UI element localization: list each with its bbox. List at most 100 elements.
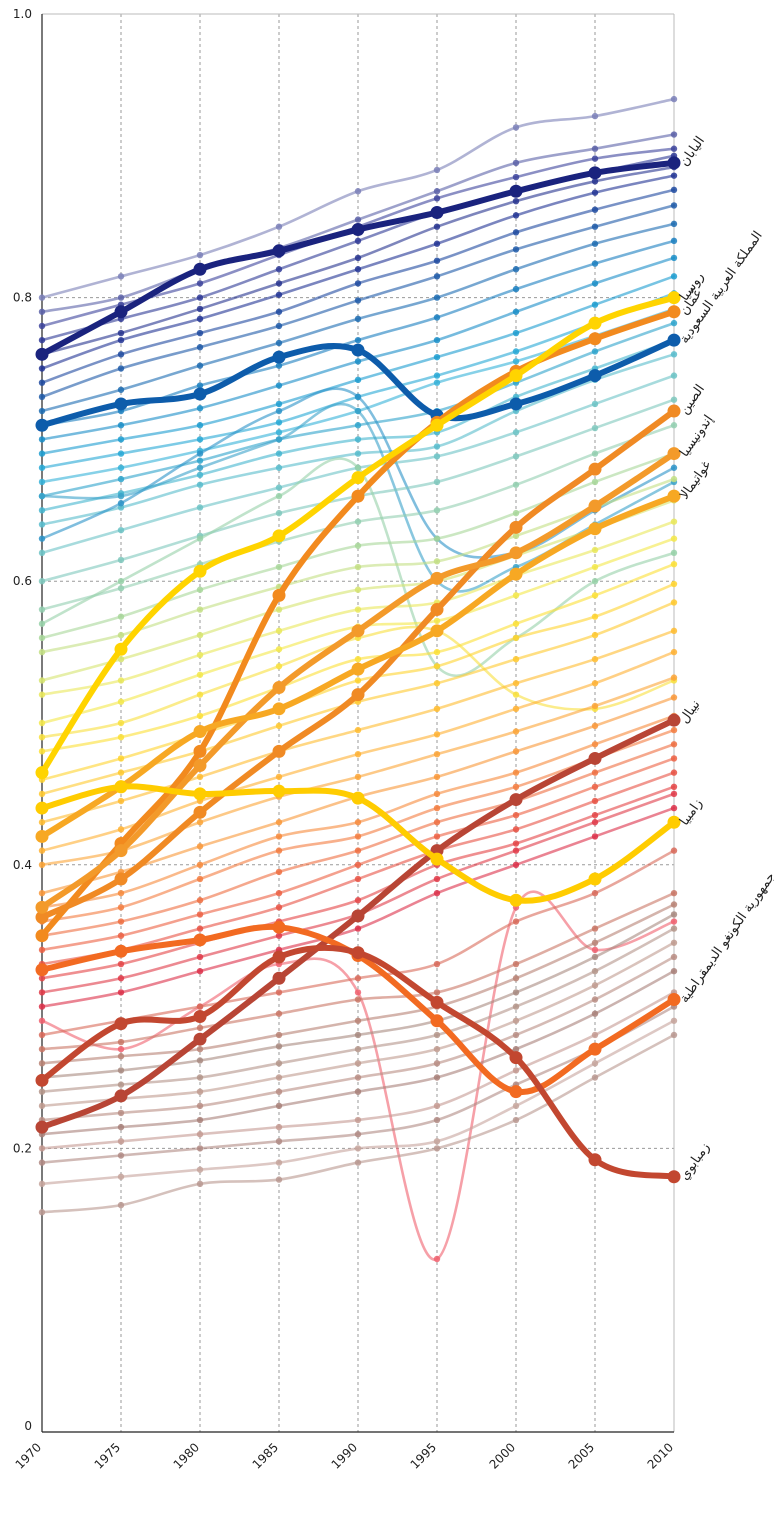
data-point [117,918,125,925]
data-point [591,189,599,196]
data-point [591,112,599,120]
highlighted-data-point [35,801,49,815]
data-point [117,989,125,996]
data-point [196,1116,204,1124]
highlighted-data-point [430,1014,444,1028]
data-point [512,861,520,868]
highlighted-data-point [35,347,49,361]
data-point [275,308,283,315]
data-point [196,344,204,351]
highlighted-data-point [114,1017,128,1031]
data-point [670,396,678,403]
data-point [512,173,520,181]
data-point [354,833,362,840]
highlighted-data-point [351,946,365,960]
data-point [670,1017,678,1024]
highlighted-data-point [193,787,207,801]
data-point [38,1045,46,1053]
data-point [117,698,125,705]
highlighted-data-point [114,642,128,656]
data-point [512,847,520,854]
y-tick-label: 0.8 [13,291,32,305]
highlighted-data-point [193,933,207,947]
data-point [512,769,520,776]
highlighted-data-point [114,1089,128,1103]
highlighted-data-point [588,751,602,765]
data-point [196,464,204,471]
data-point [354,1116,362,1124]
x-tick-label: 1970 [13,1440,44,1471]
data-point [433,372,441,379]
data-point [354,542,362,549]
data-point [117,975,125,982]
data-point [196,280,204,287]
data-point [591,833,599,840]
y-tick-label: 0.2 [13,1141,32,1155]
highlighted-data-point [588,332,602,346]
series-label: زامبيا [677,796,706,828]
data-point [38,1102,46,1110]
data-point [433,453,441,460]
data-point [354,1060,362,1067]
data-point [512,308,520,315]
highlighted-data-point [114,844,128,858]
data-point [433,314,441,321]
data-point [117,677,125,684]
data-point [354,254,362,262]
data-point [591,223,599,230]
highlighted-data-point [272,971,286,985]
data-point [38,748,46,755]
data-point [196,305,204,313]
data-point [512,532,520,540]
data-point [117,585,125,592]
data-point [591,939,599,946]
data-point [354,358,362,365]
data-point [196,1003,204,1010]
x-tick-label: 1985 [250,1440,281,1471]
data-point [196,1180,204,1188]
data-point [196,471,204,479]
data-point [275,382,283,389]
data-point [38,308,46,315]
highlighted-data-point [667,489,681,503]
data-point [591,741,599,748]
data-point [512,159,520,167]
data-point [512,728,520,735]
y-axis-ticks: 0 0.2 0.4 0.6 0.8 1.0 [13,7,32,1433]
data-point [275,362,283,369]
data-point [591,478,599,486]
data-point [433,478,441,486]
data-point [275,1088,283,1095]
data-point [38,393,46,401]
data-point [354,376,362,384]
data-point [275,989,283,996]
data-point [670,518,678,525]
highlighted-data-point [509,1085,523,1099]
data-point [38,492,46,500]
data-point [196,315,204,323]
data-point [275,436,283,443]
data-point [670,95,678,103]
data-point [275,606,283,613]
highlighted-data-point [272,681,286,695]
data-point [433,558,441,565]
data-point [354,436,362,443]
series-line [40,891,676,1051]
data-point [275,889,283,897]
data-point [196,481,204,488]
data-point [117,578,125,585]
data-point [591,1010,599,1017]
data-point [670,790,678,798]
data-point [354,989,362,996]
data-point [670,939,678,946]
data-point [512,358,520,365]
highlighted-data-point [667,305,681,319]
x-tick-label: 1975 [92,1440,123,1471]
y-tick-label: 1.0 [13,7,32,21]
data-point [670,694,678,701]
data-point [38,521,46,528]
data-point [512,348,520,355]
data-point [591,967,599,975]
data-point [196,294,204,301]
highlighted-data-point [351,791,365,805]
